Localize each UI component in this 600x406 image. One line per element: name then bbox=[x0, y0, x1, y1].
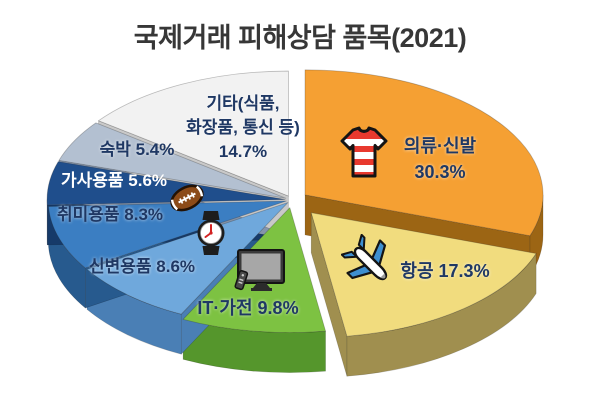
tshirt-icon bbox=[340, 126, 388, 178]
chart-title: 국제거래 피해상담 품목(2021) bbox=[133, 23, 467, 53]
slice-label-it-appliances: IT·가전 9.8% bbox=[197, 298, 299, 318]
slice-label-aviation: 항공 17.3% bbox=[400, 261, 490, 281]
wristwatch-icon bbox=[197, 211, 225, 255]
slice-label-household-goods: 가사용품 5.6% bbox=[60, 171, 168, 190]
tv-remote-icon bbox=[234, 249, 285, 291]
pie-slice-top-5 bbox=[46, 161, 286, 206]
pie-slice-top-0 bbox=[304, 69, 544, 237]
pie-slice-top-6 bbox=[58, 122, 287, 199]
pie-slice-top-1 bbox=[310, 212, 537, 337]
football-icon bbox=[170, 184, 204, 212]
pie-slice-side-2 bbox=[182, 318, 326, 373]
slice-label-hobby-goods: 취미용품 8.3% bbox=[56, 205, 164, 224]
airplane-icon bbox=[341, 234, 388, 281]
slice-label-personal-goods: 신변용품 8.6% bbox=[88, 257, 196, 276]
pie-slice-side-1 bbox=[310, 212, 348, 377]
pie-slice-top-3 bbox=[86, 202, 289, 315]
slice-label-clothing-shoes: 의류·신발 30.3% bbox=[403, 136, 477, 182]
slice-label-others: 기타(식품, 화장품, 통신 등) 14.7% bbox=[186, 94, 300, 161]
slice-label-accommodation: 숙박 5.4% bbox=[99, 140, 175, 159]
pie-slice-top-7 bbox=[98, 70, 289, 197]
pie-slice-top-4 bbox=[48, 200, 287, 269]
